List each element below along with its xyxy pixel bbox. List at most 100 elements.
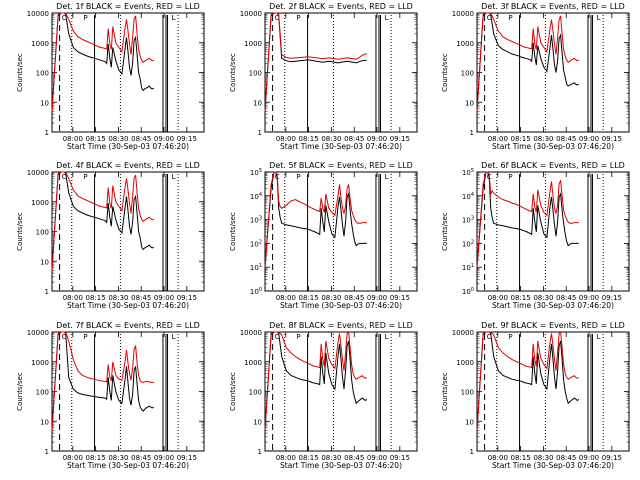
- x-axis-label: Start Time (30-Sep-03 07:46:20): [280, 301, 402, 310]
- x-axis-label: Start Time (30-Sep-03 07:46:20): [280, 461, 402, 470]
- y-tick-label: 100: [36, 229, 49, 237]
- x-tick-label: 09:15: [390, 454, 410, 462]
- x-tick-label: 08:30: [321, 454, 341, 462]
- x-tick-label: 09:00: [367, 294, 387, 302]
- x-tick-label: 08:15: [299, 294, 319, 302]
- chart-title: Det. 2f BLACK = Events, RED = LLD: [269, 2, 413, 11]
- chart-title: Det. 1f BLACK = Events, RED = LLD: [56, 2, 200, 11]
- y-tick-label: 1000: [456, 40, 474, 48]
- series-line-events: [264, 331, 368, 431]
- marker-label: C: [62, 14, 67, 22]
- chart-title: Det. 8f BLACK = Events, RED = LLD: [269, 321, 413, 330]
- chart-title: Det. 6f BLACK = Events, RED = LLD: [481, 161, 625, 170]
- series-line-events: [476, 12, 580, 112]
- plot-frame: [264, 12, 418, 133]
- chart-panel-6: Det. 6f BLACK = Events, RED = LLD1001011…: [441, 161, 630, 310]
- x-tick-label: 09:15: [177, 454, 197, 462]
- series-line-events: [51, 331, 155, 431]
- series-line-events: [476, 171, 579, 268]
- y-tick-label: 103: [250, 216, 262, 225]
- chart-panel-3: Det. 3f BLACK = Events, RED = LLD 1 10 100 1…: [441, 2, 630, 151]
- series-line-lld: [476, 171, 579, 268]
- marker-label: L: [385, 173, 389, 181]
- marker-label: L: [172, 14, 176, 22]
- y-tick-label: 1: [258, 448, 262, 456]
- series-line-lld: [264, 330, 367, 431]
- series-line-lld: [476, 330, 579, 431]
- y-axis-label: Counts/sec: [441, 53, 449, 92]
- marker-label: C: [62, 173, 67, 181]
- x-tick-label: 09:15: [177, 135, 197, 143]
- x-axis-label: Start Time (30-Sep-03 07:46:20): [67, 301, 189, 310]
- chart-title: Det. 5f BLACK = Events, RED = LLD: [269, 161, 413, 170]
- y-axis-label: Counts/sec: [441, 372, 449, 411]
- x-tick-label: 08:15: [299, 454, 319, 462]
- x-tick-label: 08:30: [321, 135, 341, 143]
- x-axis-label: Start Time (30-Sep-03 07:46:20): [492, 461, 614, 470]
- series-line-lld: [264, 171, 367, 268]
- x-tick-label: 09:00: [579, 454, 599, 462]
- x-axis-label: Start Time (30-Sep-03 07:46:20): [280, 142, 402, 151]
- x-tick-label: 08:30: [108, 135, 128, 143]
- y-tick-label: 1: [45, 288, 49, 296]
- marker-label: C: [275, 333, 280, 341]
- y-tick-exponent: 1: [259, 263, 262, 269]
- y-tick-label: 1000: [31, 40, 49, 48]
- x-tick-label: 08:00: [276, 294, 296, 302]
- y-axis-label: Counts/sec: [16, 372, 24, 411]
- y-tick-label: 10: [40, 99, 49, 107]
- y-tick-exponent: 4: [471, 192, 474, 198]
- chart-panel-9: Det. 9f BLACK = Events, RED = LLD 1 10 100 1…: [441, 321, 630, 470]
- y-tick-label: 1: [258, 129, 262, 137]
- y-tick-label: 100: [461, 389, 474, 397]
- y-axis-label: Counts/sec: [229, 212, 237, 251]
- x-tick-label: 09:00: [154, 294, 174, 302]
- x-tick-label: 08:45: [556, 135, 576, 143]
- chart-title: Det. 7f BLACK = Events, RED = LLD: [56, 321, 200, 330]
- y-tick-label: 1000: [244, 359, 262, 367]
- y-tick-label: 100: [36, 389, 49, 397]
- chart-panel-2: Det. 2f BLACK = Events, RED = LLD 1 10 100 1…: [229, 2, 418, 151]
- marker-label: P: [83, 333, 87, 341]
- y-tick-label: 1000: [31, 359, 49, 367]
- x-tick-label: 08:45: [344, 294, 364, 302]
- y-tick-label: 1: [470, 129, 474, 137]
- chart-panel-8: Det. 8f BLACK = Events, RED = LLD 1 10 100 1…: [229, 321, 418, 470]
- y-tick-label: 10000: [27, 329, 49, 337]
- x-tick-label: 08:45: [344, 135, 364, 143]
- marker-label: L: [597, 173, 601, 181]
- x-tick-label: 09:00: [367, 135, 387, 143]
- y-tick-label: 10000: [452, 10, 474, 18]
- y-tick-label: 10000: [27, 10, 49, 18]
- series-line-events: [264, 171, 367, 268]
- x-tick-label: 08:15: [86, 294, 106, 302]
- y-tick-exponent: 3: [259, 216, 262, 222]
- y-tick-label: 1000: [456, 359, 474, 367]
- x-axis-label: Start Time (30-Sep-03 07:46:20): [492, 301, 614, 310]
- marker-label: L: [172, 173, 176, 181]
- y-tick-label: 10000: [240, 10, 262, 18]
- y-tick-exponent: 0: [259, 287, 262, 293]
- y-tick-label: 103: [462, 216, 474, 225]
- x-tick-label: 08:00: [488, 135, 508, 143]
- y-tick-label: 1: [45, 129, 49, 137]
- y-tick-label: 1000: [31, 199, 49, 207]
- series-line-events: [51, 12, 155, 112]
- marker-label: P: [83, 14, 87, 22]
- x-tick-label: 08:00: [63, 454, 83, 462]
- series-line-events: [264, 12, 367, 112]
- series-line-lld: [476, 12, 579, 112]
- y-tick-label: 10: [40, 418, 49, 426]
- x-tick-label: 08:00: [488, 294, 508, 302]
- y-tick-label: 102: [462, 239, 474, 248]
- marker-label: P: [296, 333, 300, 341]
- x-tick-label: 09:00: [154, 135, 174, 143]
- y-axis-label: Counts/sec: [16, 53, 24, 92]
- y-tick-label: 10: [465, 418, 474, 426]
- marker-label: C: [487, 333, 492, 341]
- chart-panel-4: Det. 4f BLACK = Events, RED = LLD 1 10 100 1…: [16, 161, 205, 310]
- plot-frame: [51, 331, 205, 452]
- y-tick-exponent: 3: [471, 216, 474, 222]
- series-line-events: [476, 331, 580, 431]
- x-tick-label: 09:00: [579, 294, 599, 302]
